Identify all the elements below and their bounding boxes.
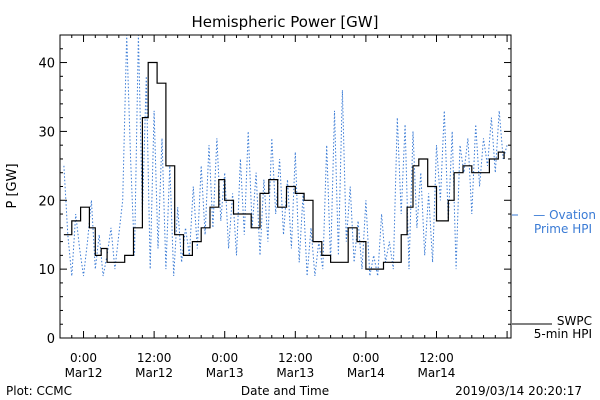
y-axis: 0 10 20 30 40	[38, 34, 511, 347]
legend-swpc-line1: SWPC	[557, 314, 592, 328]
series-line-ovation-prime-hpi	[63, 35, 508, 277]
x-tick-label-date: Mar13	[206, 366, 244, 380]
y-tick-label: 30	[38, 125, 55, 140]
y-tick-label: 20	[38, 194, 55, 209]
legend-ovation-line1: — Ovation	[533, 208, 596, 222]
y-tick-label: 0	[47, 332, 55, 347]
x-tick-label-date: Mar12	[65, 366, 103, 380]
legend: — Ovation Prime HPI SWPC 5-min HPI	[512, 208, 596, 341]
x-tick-label-date: Mar13	[276, 366, 314, 380]
x-tick-label-time: 0:00	[70, 351, 97, 365]
x-tick-label-time: 0:00	[352, 351, 379, 365]
x-tick-label-date: Mar14	[347, 366, 385, 380]
x-tick-label-time: 0:00	[211, 351, 238, 365]
chart-title: Hemispheric Power [GW]	[192, 13, 379, 31]
y-axis-label: P [GW]	[5, 163, 20, 208]
plot-credit: Plot: CCMC	[6, 384, 72, 398]
series-layer	[63, 35, 508, 277]
x-axis: 0:00Mar1212:00Mar120:00Mar1312:00Mar130:…	[59, 35, 508, 380]
series-line-swpc-5-min-hpi	[63, 61, 505, 270]
x-tick-label-time: 12:00	[137, 351, 172, 365]
x-axis-label: Date and Time	[241, 384, 329, 398]
x-tick-label-time: 12:00	[419, 351, 454, 365]
x-tick-label-time: 12:00	[278, 351, 313, 365]
legend-swpc-line2: 5-min HPI	[534, 327, 592, 341]
y-tick-label: 10	[38, 263, 55, 278]
x-tick-label-date: Mar14	[418, 366, 456, 380]
y-tick-label: 40	[38, 57, 55, 72]
x-tick-label-date: Mar12	[135, 366, 173, 380]
legend-ovation-line2: Prime HPI	[534, 222, 592, 236]
plot-timestamp: 2019/03/14 20:20:17	[455, 384, 582, 398]
